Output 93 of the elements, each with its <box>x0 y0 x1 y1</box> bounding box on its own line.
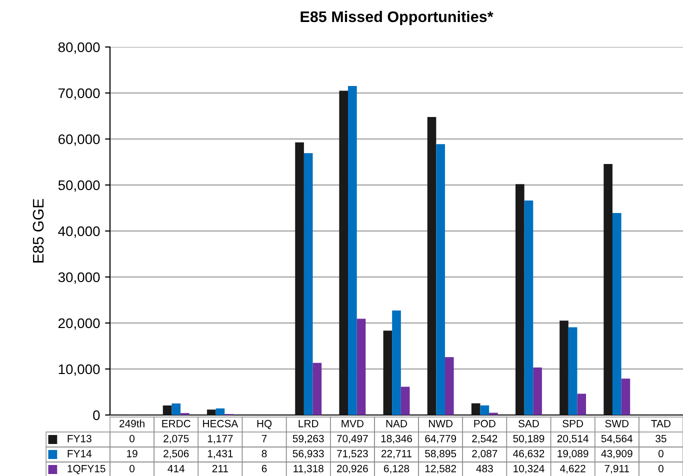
y-tick-label: 0 <box>93 410 100 420</box>
data-label: 0 <box>130 434 135 442</box>
data-label: 483 <box>476 464 493 472</box>
bar <box>162 405 172 415</box>
bar <box>304 153 313 415</box>
bar <box>216 408 225 415</box>
data-label: 2,075 <box>164 434 189 444</box>
x-tick-label: SAD <box>518 420 539 428</box>
bar <box>392 310 401 415</box>
y-tick-label: 50,000 <box>58 180 100 192</box>
data-label: 11,318 <box>294 464 324 474</box>
bar <box>295 142 304 415</box>
data-label: 12,582 <box>425 464 456 474</box>
bar <box>383 330 392 415</box>
data-label: 414 <box>168 465 184 472</box>
bar <box>339 90 348 415</box>
x-tick-label: 249th <box>120 420 144 428</box>
data-label: 46,632 <box>513 450 544 459</box>
data-label: 59,263 <box>292 434 324 444</box>
y-tick-label: 80,000 <box>58 42 100 54</box>
x-tick-label: POD <box>474 420 496 428</box>
bar <box>568 327 578 415</box>
legend-label: 1QFY15 <box>68 464 106 474</box>
x-tick-label: MVD <box>342 420 364 428</box>
x-tick-label: HECSA <box>203 420 238 428</box>
x-tick-label: SWD <box>605 420 629 428</box>
y-tick-label: 60,000 <box>58 134 100 146</box>
bar <box>471 403 480 415</box>
bar <box>400 386 410 415</box>
bar <box>621 378 630 415</box>
bar <box>206 410 216 415</box>
bar <box>516 184 524 415</box>
bar <box>444 357 454 415</box>
data-label: 43,909 <box>601 450 632 459</box>
bar <box>524 200 534 415</box>
data-label: 19,089 <box>558 450 588 459</box>
data-label: 1,177 <box>208 435 233 444</box>
bar <box>356 318 366 415</box>
data-label: 211 <box>212 464 228 472</box>
bar <box>172 403 181 415</box>
y-tick-label: 30,000 <box>58 272 100 284</box>
y-tick-label: 10,000 <box>58 364 100 376</box>
x-tick-label: SPD <box>562 420 584 428</box>
data-label: 0 <box>658 450 664 458</box>
bar <box>480 405 490 415</box>
chart-title: E85 Missed Opportunities* <box>300 10 494 26</box>
data-label: 50,189 <box>513 434 544 444</box>
x-tick-label: TAD <box>651 420 670 428</box>
data-label: 2,087 <box>472 450 498 459</box>
legend-label: FY14 <box>68 450 92 458</box>
bar <box>312 362 322 415</box>
data-label: 56,933 <box>292 450 324 459</box>
data-label: 2,506 <box>164 450 189 459</box>
x-tick-label: LRD <box>298 420 318 428</box>
data-label: 7 <box>262 435 267 442</box>
legend-label: FY13 <box>68 434 92 442</box>
data-label: 6 <box>262 464 267 472</box>
bar <box>560 320 568 415</box>
data-label: 20,926 <box>337 464 368 474</box>
x-tick-label: HQ <box>257 420 272 430</box>
bar <box>427 117 436 415</box>
data-label: 35 <box>656 434 666 442</box>
y-tick-label: 40,000 <box>58 226 100 238</box>
data-label: 64,779 <box>425 434 456 444</box>
bar <box>533 368 542 415</box>
data-label: 19 <box>127 450 138 458</box>
data-label: 10,324 <box>514 464 544 474</box>
data-label: 6,128 <box>384 464 410 474</box>
data-label: 0 <box>130 464 135 472</box>
data-label: 20,514 <box>557 434 588 444</box>
data-label: 71,523 <box>337 450 368 459</box>
x-tick-label: ERDC <box>162 420 190 428</box>
bar <box>348 86 357 415</box>
data-label: 70,497 <box>337 434 368 444</box>
data-label: 7,911 <box>604 464 630 474</box>
data-label: 2,542 <box>472 434 498 444</box>
data-label: 54,564 <box>601 434 633 444</box>
data-label: 8 <box>262 450 267 458</box>
data-label: 58,895 <box>425 450 456 459</box>
bar <box>577 394 586 415</box>
data-label: 0 <box>658 464 664 472</box>
bar <box>604 164 612 415</box>
data-label: 18,346 <box>381 434 412 444</box>
y-tick-label: 20,000 <box>58 318 100 330</box>
x-tick-label: NWD <box>428 420 453 428</box>
bar <box>436 144 445 415</box>
x-tick-label: NAD <box>386 420 407 428</box>
data-label: 22,711 <box>381 450 412 459</box>
bar <box>612 213 622 415</box>
y-tick-label: 70,000 <box>58 88 100 100</box>
data-label: 1,431 <box>208 450 233 459</box>
y-axis-title: E85 GGE <box>32 198 44 262</box>
data-label: 4,622 <box>560 464 586 474</box>
